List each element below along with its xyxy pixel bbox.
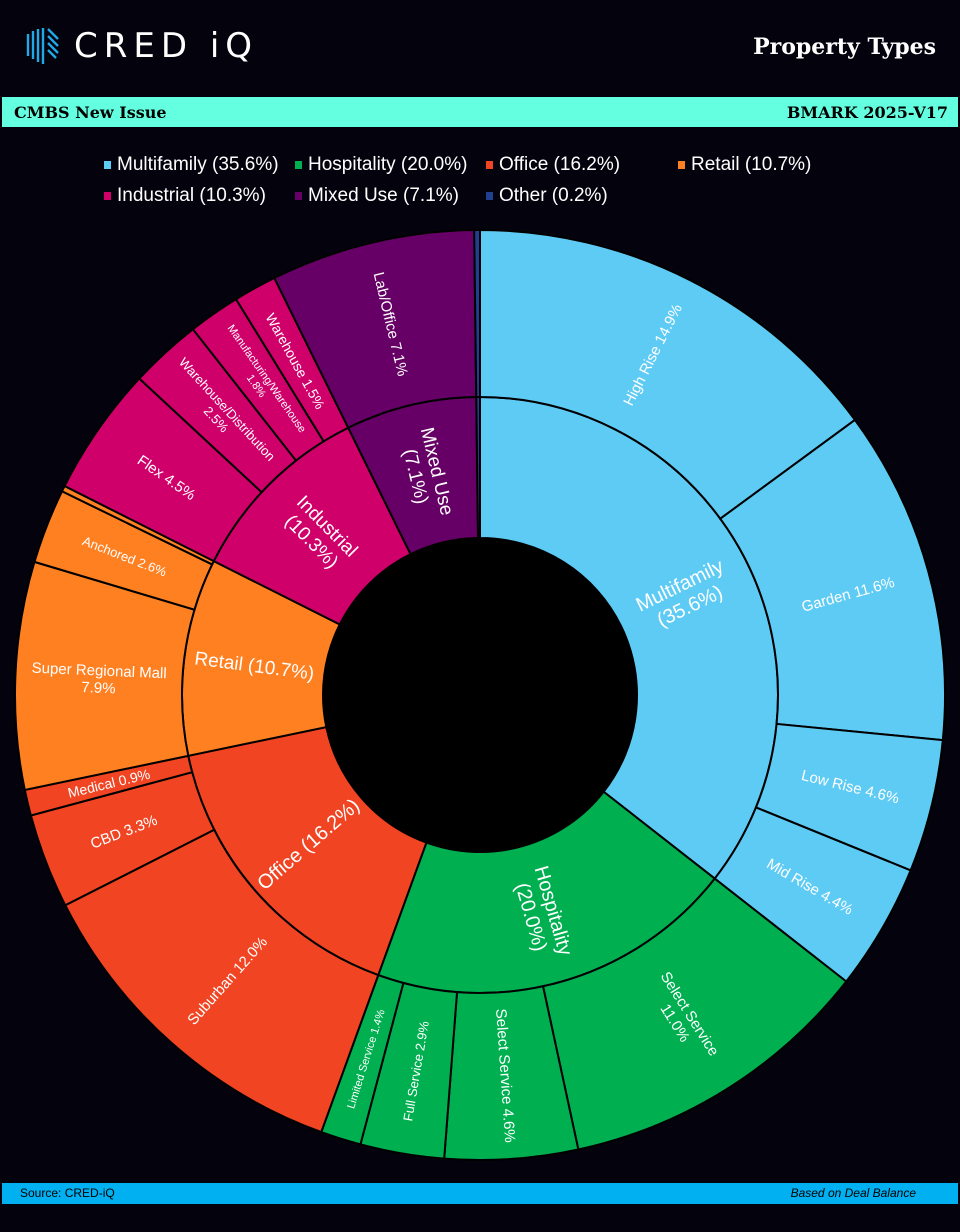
legend-swatch (678, 161, 685, 169)
label-mixed-use: Mixed Use(7.1%) (395, 425, 458, 522)
legend-label: Retail (10.7%) (691, 154, 812, 175)
legend-item[interactable]: Other (0.2%) (486, 185, 608, 207)
basis-note: Based on Deal Balance (790, 1186, 916, 1200)
logo-mark-icon (26, 28, 59, 64)
legend-label: Mixed Use (7.1%) (308, 185, 459, 206)
legend-item[interactable]: Retail (10.7%) (678, 154, 811, 176)
source-label: Source: CRED-iQ (20, 1186, 115, 1200)
legend-swatch (104, 192, 111, 200)
legend-label: Industrial (10.3%) (117, 185, 266, 206)
legend-item[interactable]: Office (16.2%) (486, 154, 620, 176)
page-title: Property Types (753, 34, 936, 60)
segment-other[interactable] (475, 395, 481, 540)
legend-swatch (295, 161, 302, 169)
legend-swatch (104, 161, 111, 169)
legend-item[interactable]: Mixed Use (7.1%) (295, 185, 459, 207)
legend-label: Multifamily (35.6%) (117, 154, 279, 175)
legend-label: Other (0.2%) (499, 185, 608, 206)
legend-swatch (486, 161, 493, 169)
legend-swatch (295, 192, 302, 200)
subtitle-band: CMBS New Issue BMARK 2025-V17 (2, 97, 958, 127)
label-retail-sub: Super Regional Mall7.9% (31, 660, 167, 700)
legend-swatch (486, 192, 493, 200)
header: CRED iQ Property Types (0, 0, 960, 97)
segment-other-sub[interactable] (473, 228, 481, 399)
footer-band: Source: CRED-iQ Based on Deal Balance (2, 1183, 958, 1204)
center-hole (323, 538, 637, 852)
brand-name: CRED iQ (74, 26, 259, 66)
band-left-label: CMBS New Issue (14, 103, 167, 122)
legend-item[interactable]: Hospitality (20.0%) (295, 154, 467, 176)
segment-multifamily-sub[interactable] (479, 228, 857, 521)
legend-item[interactable]: Industrial (10.3%) (104, 185, 266, 207)
legend-item[interactable]: Multifamily (35.6%) (104, 154, 279, 176)
legend-label: Hospitality (20.0%) (308, 154, 468, 175)
legend-label: Office (16.2%) (499, 154, 621, 175)
deal-name: BMARK 2025-V17 (786, 103, 948, 122)
cred-iq-logo: CRED iQ (24, 26, 258, 66)
